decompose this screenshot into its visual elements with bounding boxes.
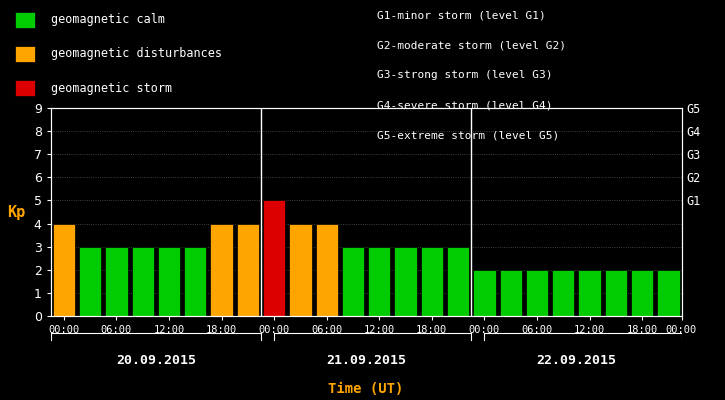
Text: geomagnetic calm: geomagnetic calm bbox=[51, 14, 165, 26]
Bar bbox=[263, 200, 286, 316]
Bar bbox=[289, 224, 312, 316]
Text: G5-extreme storm (level G5): G5-extreme storm (level G5) bbox=[377, 130, 559, 140]
Bar bbox=[315, 224, 338, 316]
Text: 21.09.2015: 21.09.2015 bbox=[326, 354, 406, 367]
Bar bbox=[53, 224, 75, 316]
Bar bbox=[184, 247, 207, 316]
Bar bbox=[394, 247, 417, 316]
Bar bbox=[420, 247, 443, 316]
Bar bbox=[473, 270, 496, 316]
Bar bbox=[657, 270, 679, 316]
Text: G3-strong storm (level G3): G3-strong storm (level G3) bbox=[377, 70, 552, 80]
Bar bbox=[500, 270, 522, 316]
Bar bbox=[341, 247, 364, 316]
Text: 22.09.2015: 22.09.2015 bbox=[536, 354, 616, 367]
Bar bbox=[552, 270, 574, 316]
Bar bbox=[236, 224, 259, 316]
Bar bbox=[631, 270, 653, 316]
Text: geomagnetic disturbances: geomagnetic disturbances bbox=[51, 48, 222, 60]
Text: G1-minor storm (level G1): G1-minor storm (level G1) bbox=[377, 10, 546, 20]
Text: geomagnetic storm: geomagnetic storm bbox=[51, 82, 172, 94]
Text: Time (UT): Time (UT) bbox=[328, 382, 404, 396]
Bar bbox=[210, 224, 233, 316]
Bar bbox=[158, 247, 181, 316]
Text: 20.09.2015: 20.09.2015 bbox=[116, 354, 196, 367]
Bar bbox=[447, 247, 469, 316]
Text: G2-moderate storm (level G2): G2-moderate storm (level G2) bbox=[377, 40, 566, 50]
Bar bbox=[368, 247, 391, 316]
Bar bbox=[579, 270, 601, 316]
Bar bbox=[605, 270, 627, 316]
Bar bbox=[79, 247, 102, 316]
Text: G4-severe storm (level G4): G4-severe storm (level G4) bbox=[377, 100, 552, 110]
Bar bbox=[105, 247, 128, 316]
Text: Kp: Kp bbox=[7, 204, 25, 220]
Bar bbox=[526, 270, 548, 316]
Bar bbox=[131, 247, 154, 316]
